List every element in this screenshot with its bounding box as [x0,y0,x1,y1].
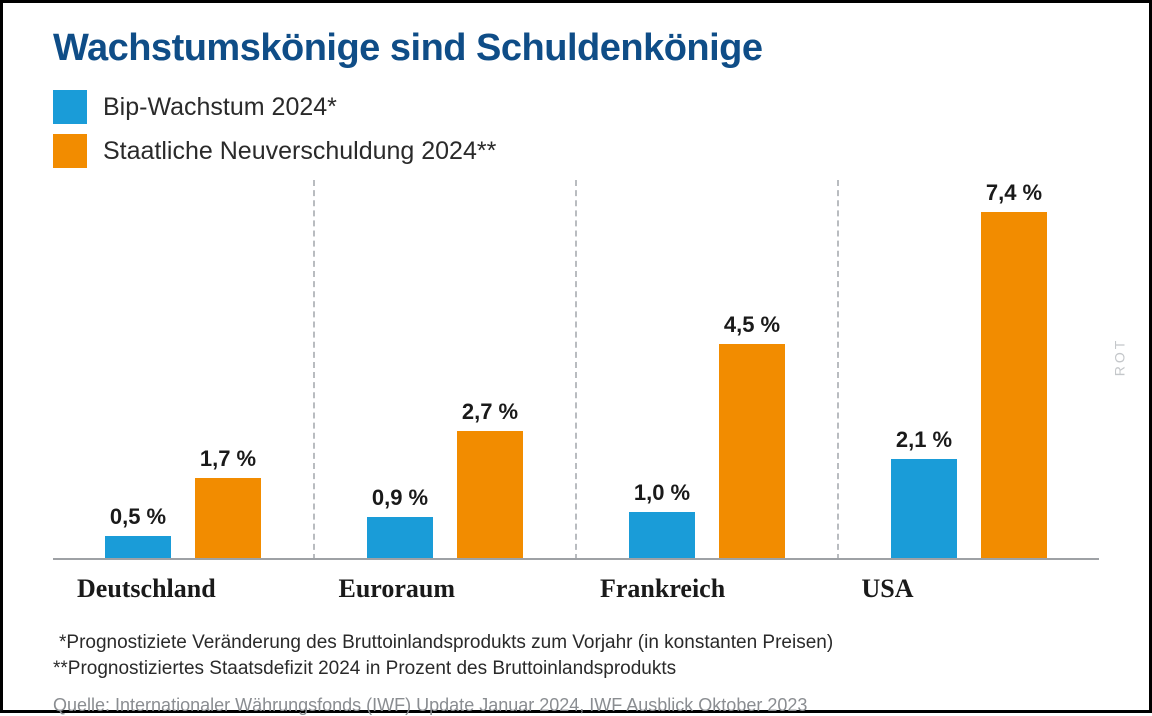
x-axis-baseline [53,558,1099,560]
footnote-1: *Prognostiziete Veränderung des Bruttoin… [53,630,1099,656]
bar-growth [629,512,695,560]
xaxis-label: USA [838,574,1100,604]
group-frankreich: 1,0 % 4,5 % [577,180,839,560]
bar-debt [457,431,523,561]
footnote-2: **Prognostiziertes Staatsdefizit 2024 in… [53,656,1099,682]
chart-title: Wachstumskönige sind Schuldenkönige [53,27,1099,70]
bar-wrap-debt: 1,7 % [195,180,261,560]
xaxis-label: Deutschland [53,574,315,604]
xaxis-label: Euroraum [315,574,577,604]
group-deutschland: 0,5 % 1,7 % [53,180,315,560]
bar-growth [367,517,433,560]
bar-wrap-debt: 4,5 % [719,180,785,560]
bar-debt [719,344,785,560]
legend-item-growth: Bip-Wachstum 2024* [53,90,1099,124]
bar-wrap-debt: 7,4 % [981,180,1047,560]
legend: Bip-Wachstum 2024* Staatliche Neuverschu… [53,90,1099,168]
group-euroraum: 0,9 % 2,7 % [315,180,577,560]
bar-wrap-debt: 2,7 % [457,180,523,560]
bar-wrap-growth: 0,5 % [105,180,171,560]
bar-value-label: 0,5 % [110,504,166,530]
x-axis-labels: Deutschland Euroraum Frankreich USA [53,574,1099,604]
side-credit: ROT [1112,337,1128,376]
chart-plot-area: 0,5 % 1,7 % 0,9 % 2,7 % [53,180,1099,560]
bar-wrap-growth: 1,0 % [629,180,695,560]
legend-label-growth: Bip-Wachstum 2024* [103,93,337,122]
xaxis-label: Frankreich [576,574,838,604]
bar-value-label: 2,7 % [462,399,518,425]
bar-wrap-growth: 0,9 % [367,180,433,560]
bar-groups: 0,5 % 1,7 % 0,9 % 2,7 % [53,180,1099,560]
bar-debt [981,212,1047,560]
bar-growth [105,536,171,560]
legend-swatch-debt [53,134,87,168]
legend-label-debt: Staatliche Neuverschuldung 2024** [103,137,496,166]
bar-value-label: 1,7 % [200,446,256,472]
bar-value-label: 1,0 % [634,480,690,506]
chart-frame: Wachstumskönige sind Schuldenkönige Bip-… [0,0,1152,713]
group-usa: 2,1 % 7,4 % [839,180,1099,560]
footnotes: *Prognostiziete Veränderung des Bruttoin… [53,630,1099,681]
bar-value-label: 4,5 % [724,312,780,338]
bar-wrap-growth: 2,1 % [891,180,957,560]
bar-debt [195,478,261,560]
bar-growth [891,459,957,560]
legend-swatch-growth [53,90,87,124]
bar-value-label: 0,9 % [372,485,428,511]
legend-item-debt: Staatliche Neuverschuldung 2024** [53,134,1099,168]
bar-value-label: 2,1 % [896,427,952,453]
bar-value-label: 7,4 % [986,180,1042,206]
